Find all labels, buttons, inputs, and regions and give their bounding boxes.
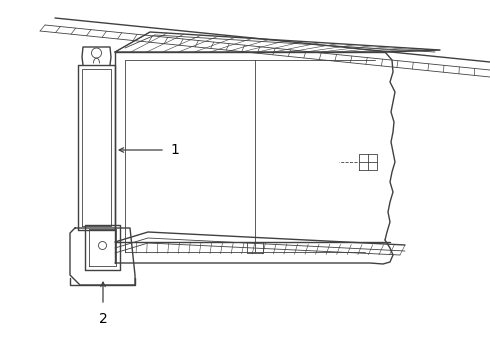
Text: 1: 1 <box>170 143 179 157</box>
Text: 2: 2 <box>98 312 107 326</box>
